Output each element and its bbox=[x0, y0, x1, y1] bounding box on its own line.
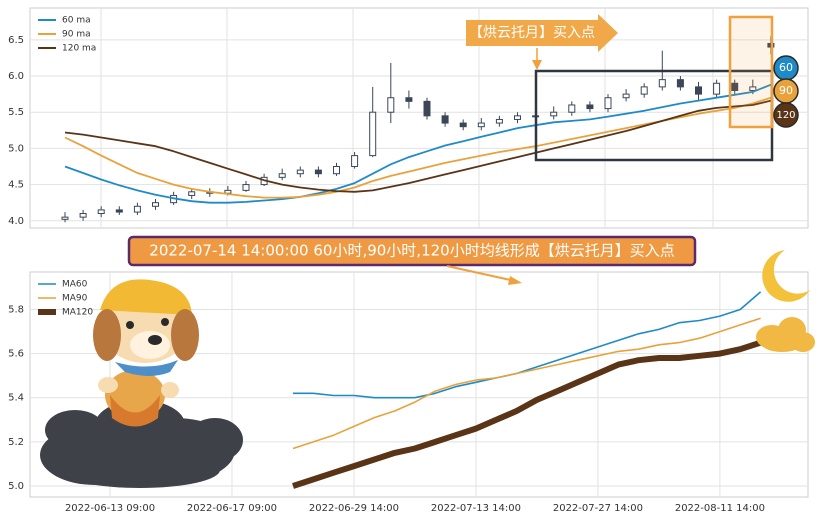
candle-body bbox=[115, 209, 123, 213]
candle-body bbox=[676, 79, 684, 88]
candle-body bbox=[242, 184, 250, 191]
y-tick-label: 5.5 bbox=[8, 107, 24, 118]
candle-body bbox=[640, 86, 648, 95]
banner bbox=[127, 235, 697, 267]
candle-body bbox=[622, 93, 630, 99]
banner-arrow-head bbox=[508, 276, 522, 285]
bottom-plot-frame bbox=[29, 271, 809, 498]
x-tick-label: 2022-06-29 14:00 bbox=[309, 503, 399, 514]
candle-body bbox=[713, 82, 721, 95]
candle-body bbox=[477, 122, 485, 128]
candle-body bbox=[514, 115, 521, 120]
badge-label: 60 bbox=[779, 61, 793, 74]
candle-body bbox=[568, 104, 576, 113]
x-tick-label: 2022-06-17 09:00 bbox=[187, 503, 277, 514]
candle-body bbox=[495, 118, 503, 124]
y-tick-label: 4.5 bbox=[8, 180, 24, 191]
candle-body bbox=[586, 104, 594, 110]
moon bbox=[762, 250, 810, 302]
pointer-head bbox=[532, 60, 542, 70]
legend-label: MA60 bbox=[62, 280, 88, 290]
candle-body bbox=[152, 202, 159, 207]
candle-body bbox=[133, 205, 141, 213]
candle-body bbox=[224, 189, 232, 194]
legend-label: MA90 bbox=[62, 294, 88, 304]
badge bbox=[773, 102, 799, 128]
candle-body bbox=[423, 100, 431, 117]
ma-line bbox=[64, 83, 772, 204]
label-arrow bbox=[466, 14, 618, 52]
candle-body bbox=[405, 97, 413, 102]
candle-body bbox=[459, 122, 467, 128]
candle-body bbox=[79, 213, 87, 218]
ma-line bbox=[292, 317, 761, 450]
signal-label: 【烘云托月】买入点 bbox=[469, 25, 595, 41]
candle-body bbox=[731, 82, 739, 92]
x-tick-label: 2022-07-27 14:00 bbox=[553, 503, 643, 514]
candle-body bbox=[604, 97, 612, 110]
candle-body bbox=[97, 209, 105, 215]
candle-body bbox=[314, 169, 322, 175]
y-tick-label: 4.0 bbox=[8, 216, 24, 227]
candle-body bbox=[550, 111, 558, 117]
candle-body bbox=[351, 155, 359, 167]
signal-box bbox=[728, 15, 774, 129]
candle-body bbox=[333, 165, 340, 175]
y-tick-label: 5.0 bbox=[8, 481, 24, 492]
candle-body bbox=[658, 79, 666, 88]
legend-label: 90 ma bbox=[62, 30, 91, 40]
ma-line bbox=[64, 99, 772, 193]
banner-text: 2022-07-14 14:00:00 60小时,90小时,120小时均线形成【… bbox=[149, 242, 674, 260]
y-tick-label: 5.8 bbox=[8, 305, 24, 316]
x-tick-label: 2022-06-13 09:00 bbox=[65, 503, 155, 514]
candle-body bbox=[387, 97, 395, 113]
legend-label: 60 ma bbox=[62, 16, 91, 26]
mascot bbox=[40, 279, 243, 488]
ma-line bbox=[292, 339, 762, 489]
y-tick-label: 6.0 bbox=[8, 71, 24, 82]
y-tick-label: 5.6 bbox=[8, 349, 24, 360]
legend-label: 120 ma bbox=[62, 44, 96, 54]
candle-body bbox=[695, 86, 702, 95]
badge-label: 120 bbox=[776, 110, 795, 121]
candle-body bbox=[369, 111, 377, 157]
y-tick-label: 6.5 bbox=[8, 35, 24, 46]
candle-body bbox=[296, 169, 304, 175]
ma-line bbox=[293, 291, 762, 399]
y-tick-label: 5.0 bbox=[8, 143, 24, 154]
banner-arrow bbox=[446, 265, 516, 282]
candle-body bbox=[441, 115, 449, 124]
badge-label: 90 bbox=[779, 84, 793, 97]
y-tick-label: 5.2 bbox=[8, 437, 24, 448]
legend-label: MA120 bbox=[62, 308, 93, 318]
top-plot-frame bbox=[29, 7, 809, 229]
candle-body bbox=[278, 173, 286, 178]
gold-cloud bbox=[756, 317, 815, 352]
candle-body bbox=[188, 191, 196, 196]
x-tick-label: 2022-07-13 14:00 bbox=[431, 503, 521, 514]
candle-body bbox=[749, 86, 757, 91]
x-tick-label: 2022-08-11 14:00 bbox=[675, 503, 765, 514]
candle-body bbox=[61, 216, 69, 220]
y-tick-label: 5.4 bbox=[8, 393, 24, 404]
